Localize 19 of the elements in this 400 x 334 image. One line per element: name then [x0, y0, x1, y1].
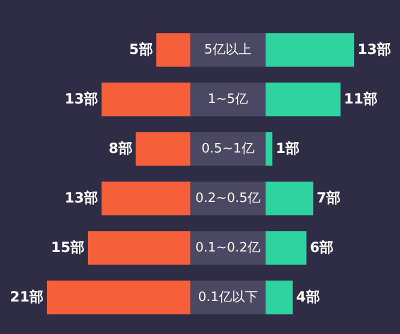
- data-label: 13部: [358, 40, 392, 58]
- bar: [266, 132, 272, 166]
- y-tick-label: 0.1亿以下: [198, 290, 258, 305]
- data-label: 11部: [344, 90, 378, 108]
- data-label: 8部: [108, 140, 132, 157]
- data-label: 5部: [129, 40, 153, 58]
- y-tick-label: 0.5~1亿: [202, 141, 254, 156]
- data-label: 15部: [51, 238, 85, 256]
- y-tick-label: 0.1~0.2亿: [195, 240, 261, 256]
- data-label: 21部: [10, 288, 44, 306]
- data-label: 6部: [310, 238, 334, 256]
- data-label: 13部: [64, 90, 98, 108]
- data-label: 1部: [276, 140, 300, 157]
- y-tick-label: 5亿以上: [204, 42, 252, 58]
- data-label: 7部: [316, 189, 340, 206]
- data-label: 13部: [64, 189, 98, 206]
- y-tick-label: 0.2~0.5亿: [195, 190, 261, 206]
- data-label: 4部: [296, 288, 320, 306]
- y-tick-label: 1~5亿: [208, 92, 248, 107]
